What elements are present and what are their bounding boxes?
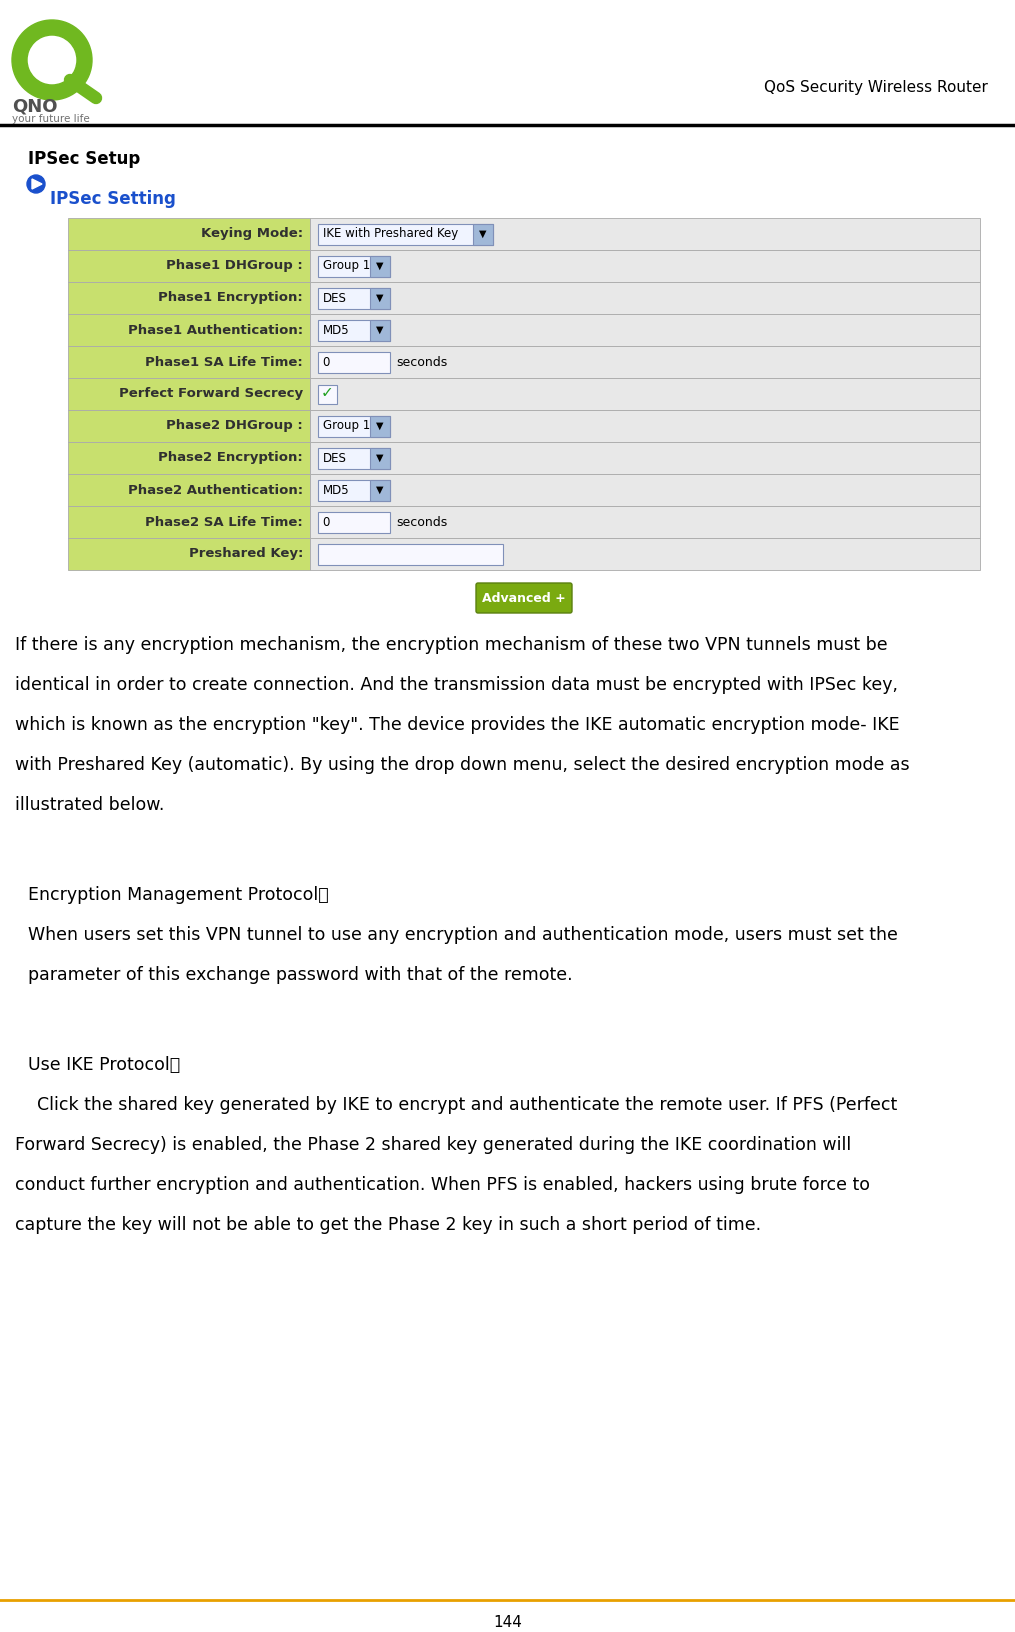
Text: DES: DES	[323, 452, 347, 465]
Text: seconds: seconds	[396, 516, 448, 529]
Text: Encryption Management Protocol：: Encryption Management Protocol：	[28, 886, 329, 904]
Bar	[68, 313, 310, 346]
Bar	[310, 379, 980, 410]
Text: Phase2 Authentication:: Phase2 Authentication:	[128, 483, 303, 496]
Text: Perfect Forward Secrecy: Perfect Forward Secrecy	[119, 387, 303, 400]
Bar	[370, 480, 390, 501]
Text: Phase1 DHGroup :: Phase1 DHGroup :	[166, 259, 303, 273]
Bar	[310, 282, 980, 313]
Bar	[318, 256, 390, 276]
Text: ▼: ▼	[377, 421, 384, 431]
Text: illustrated below.: illustrated below.	[15, 796, 164, 814]
Text: MD5: MD5	[323, 323, 349, 336]
Bar	[318, 287, 390, 308]
Bar	[68, 473, 310, 506]
Text: Preshared Key:: Preshared Key:	[189, 547, 303, 560]
Text: 0: 0	[322, 356, 330, 369]
Text: ✓: ✓	[321, 385, 334, 400]
Text: identical in order to create connection. And the transmission data must be encry: identical in order to create connection.…	[15, 676, 898, 694]
Bar	[318, 511, 390, 532]
Bar	[68, 219, 310, 250]
Text: which is known as the encryption "key". The device provides the IKE automatic en: which is known as the encryption "key". …	[15, 716, 899, 734]
Text: Phase2 DHGroup :: Phase2 DHGroup :	[166, 419, 303, 432]
Bar	[318, 320, 390, 341]
Text: Phase1 Authentication:: Phase1 Authentication:	[128, 323, 303, 336]
Bar	[310, 539, 980, 570]
Bar	[318, 351, 390, 372]
Bar	[318, 385, 337, 403]
Text: IKE with Preshared Key: IKE with Preshared Key	[323, 227, 458, 240]
Bar	[370, 256, 390, 276]
Text: ▼: ▼	[479, 228, 487, 238]
Bar	[370, 416, 390, 436]
Text: DES: DES	[323, 292, 347, 305]
Text: 0: 0	[322, 516, 330, 529]
Bar	[310, 313, 980, 346]
Bar	[310, 346, 980, 379]
Text: with Preshared Key (automatic). By using the drop down menu, select the desired : with Preshared Key (automatic). By using…	[15, 756, 909, 774]
Bar	[68, 442, 310, 473]
Polygon shape	[32, 180, 42, 189]
Bar	[310, 219, 980, 250]
Text: Phase1 SA Life Time:: Phase1 SA Life Time:	[145, 356, 303, 369]
Text: Phase2 Encryption:: Phase2 Encryption:	[158, 452, 303, 465]
Text: QNO: QNO	[12, 98, 58, 116]
Text: Click the shared key generated by IKE to encrypt and authenticate the remote use: Click the shared key generated by IKE to…	[15, 1097, 897, 1115]
Text: IPSec Setup: IPSec Setup	[28, 150, 140, 168]
Text: ▼: ▼	[377, 454, 384, 463]
Text: parameter of this exchange password with that of the remote.: parameter of this exchange password with…	[28, 966, 572, 984]
Wedge shape	[12, 20, 92, 100]
Text: IPSec Setting: IPSec Setting	[50, 189, 176, 207]
Text: Forward Secrecy) is enabled, the Phase 2 shared key generated during the IKE coo: Forward Secrecy) is enabled, the Phase 2…	[15, 1136, 852, 1154]
Bar	[370, 287, 390, 308]
Bar	[68, 506, 310, 539]
Text: MD5: MD5	[323, 483, 349, 496]
Bar	[310, 250, 980, 282]
Text: Advanced +: Advanced +	[482, 591, 566, 604]
Text: capture the key will not be able to get the Phase 2 key in such a short period o: capture the key will not be able to get …	[15, 1216, 761, 1234]
Text: ▼: ▼	[377, 261, 384, 271]
Text: ▼: ▼	[377, 485, 384, 494]
Bar	[68, 282, 310, 313]
Bar	[310, 506, 980, 539]
Bar	[318, 543, 503, 565]
Text: If there is any encryption mechanism, the encryption mechanism of these two VPN : If there is any encryption mechanism, th…	[15, 636, 888, 654]
Bar	[318, 224, 493, 245]
Bar	[68, 539, 310, 570]
Text: 144: 144	[493, 1616, 522, 1630]
Bar	[370, 447, 390, 468]
Text: ▼: ▼	[377, 294, 384, 304]
Text: Group 1: Group 1	[323, 419, 370, 432]
Bar	[310, 442, 980, 473]
Bar	[310, 473, 980, 506]
Text: Phase2 SA Life Time:: Phase2 SA Life Time:	[145, 516, 303, 529]
Text: Use IKE Protocol：: Use IKE Protocol：	[28, 1056, 180, 1074]
Bar	[318, 480, 390, 501]
Text: Group 1: Group 1	[323, 259, 370, 273]
Bar	[68, 250, 310, 282]
Text: conduct further encryption and authentication. When PFS is enabled, hackers usin: conduct further encryption and authentic…	[15, 1177, 870, 1195]
Bar	[370, 320, 390, 341]
Bar	[318, 416, 390, 436]
Text: QoS Security Wireless Router: QoS Security Wireless Router	[764, 80, 988, 95]
Text: When users set this VPN tunnel to use any encryption and authentication mode, us: When users set this VPN tunnel to use an…	[28, 925, 898, 943]
Text: your future life: your future life	[12, 114, 89, 124]
Circle shape	[27, 175, 45, 193]
Text: Keying Mode:: Keying Mode:	[201, 227, 303, 240]
FancyBboxPatch shape	[476, 583, 572, 614]
Bar	[310, 410, 980, 442]
Bar	[473, 224, 493, 245]
Text: seconds: seconds	[396, 356, 448, 369]
Bar	[318, 447, 390, 468]
Bar	[68, 346, 310, 379]
Bar	[68, 379, 310, 410]
Text: Phase1 Encryption:: Phase1 Encryption:	[158, 292, 303, 305]
Text: ▼: ▼	[377, 325, 384, 335]
Bar	[68, 410, 310, 442]
